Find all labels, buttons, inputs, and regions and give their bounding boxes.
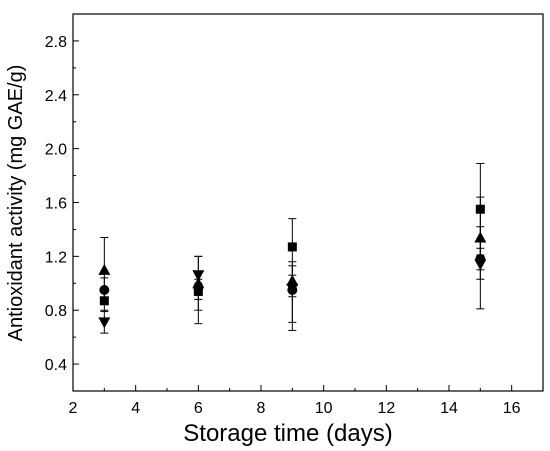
x-tick-label: 14: [440, 400, 458, 417]
x-tick-label: 2: [69, 400, 78, 417]
data-point-triangle-down: [192, 270, 205, 282]
y-axis-title: Antioxidant activity (mg GAE/g): [5, 65, 27, 342]
y-tick-label: 1.6: [45, 196, 67, 213]
x-tick-label: 4: [131, 400, 140, 417]
x-tick-label: 16: [503, 400, 521, 417]
x-axis-title: Storage time (days): [183, 420, 392, 447]
data-point-triangle-down: [286, 283, 299, 295]
y-tick-label: 2.8: [45, 34, 67, 51]
data-point-circle: [99, 285, 110, 296]
x-tick-label: 6: [194, 400, 203, 417]
data-point-triangle-down: [474, 259, 487, 271]
data-markers: [98, 204, 487, 329]
y-tick-label: 0.4: [45, 357, 67, 374]
data-point-square: [287, 242, 297, 252]
x-tick-label: 8: [257, 400, 266, 417]
data-point-triangle-up: [98, 263, 111, 275]
y-tick-label: 2.4: [45, 88, 67, 105]
x-tick-label: 12: [377, 400, 395, 417]
data-point-triangle-down: [98, 317, 111, 329]
data-point-square: [475, 204, 485, 214]
data-point-triangle-up: [474, 231, 487, 243]
data-point-square: [99, 296, 109, 306]
x-tick-label: 10: [315, 400, 333, 417]
data-point-triangle-up: [192, 277, 205, 289]
y-tick-label: 2.0: [45, 142, 67, 159]
x-axis-ticks: 2 4 6 8 10 12 14 16: [69, 385, 521, 417]
y-axis-ticks: 0.4 0.8 1.2 1.6 2.0 2.4 2.8: [45, 13, 79, 374]
y-tick-label: 0.8: [45, 303, 67, 320]
data-point-triangle-up: [286, 274, 299, 286]
y-tick-label: 1.2: [45, 249, 67, 266]
